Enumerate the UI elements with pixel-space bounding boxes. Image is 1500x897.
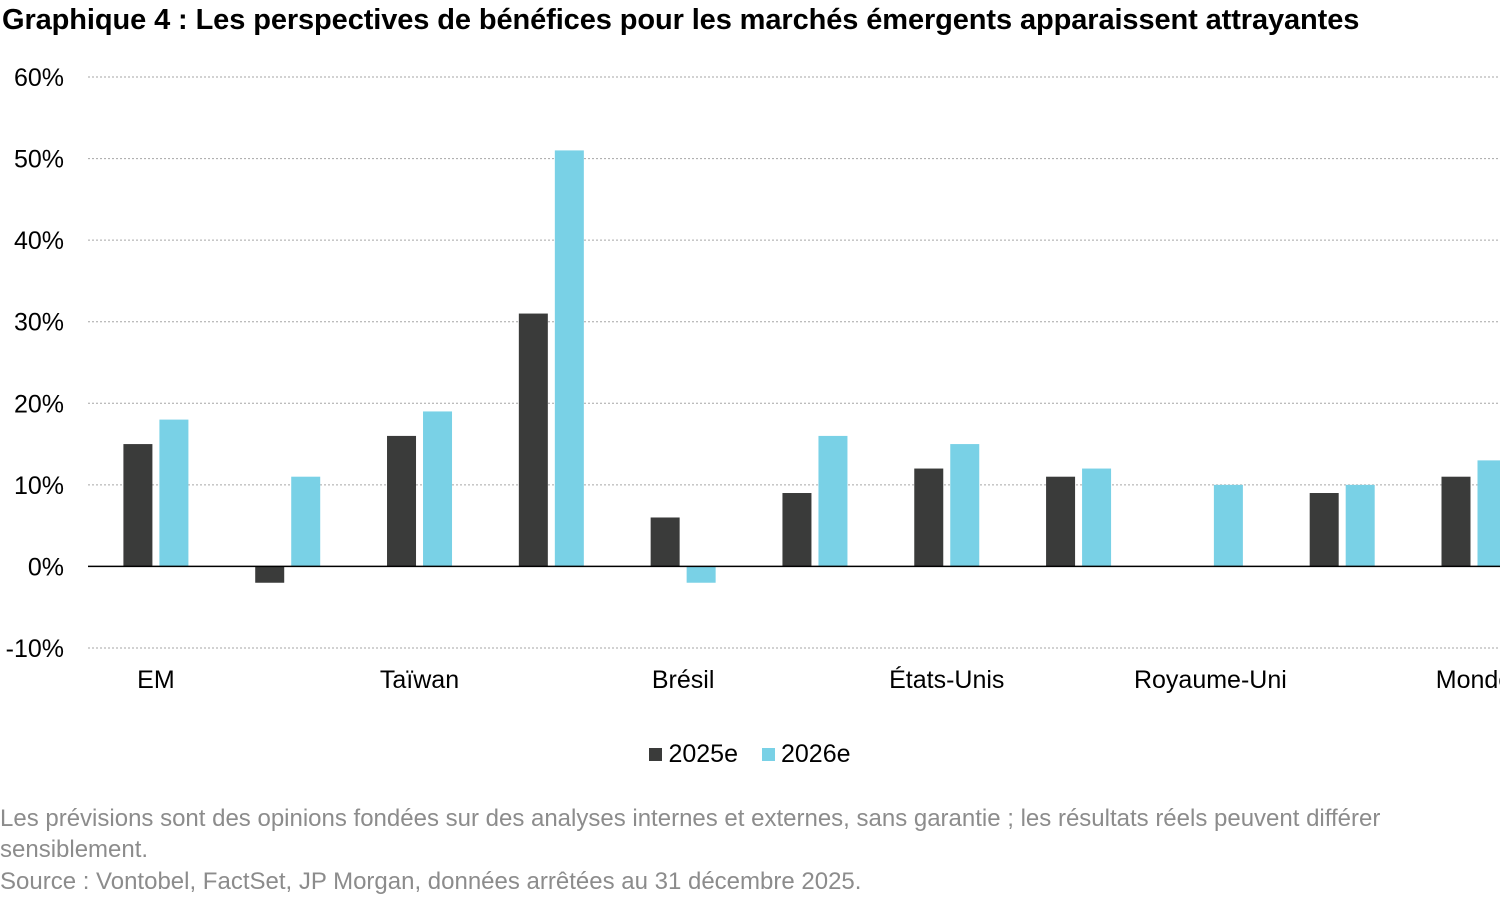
bar-2026e-6: [950, 444, 979, 566]
bar-2026e-8: [1214, 485, 1243, 567]
y-tick-label: 50%: [14, 146, 64, 174]
legend: 2025e 2026e: [0, 740, 1500, 769]
bar-2026e-0: [159, 420, 188, 567]
y-tick-label: 60%: [14, 64, 64, 92]
bar-2026e-5: [818, 436, 847, 567]
legend-item-2026e: 2026e: [762, 740, 851, 769]
bar-2025e-2: [387, 436, 416, 567]
x-tick-label: Brésil: [652, 666, 715, 694]
footnote: Les prévisions sont des opinions fondées…: [0, 803, 1460, 865]
y-tick-label: 40%: [14, 227, 64, 255]
y-tick-label: 0%: [28, 553, 64, 581]
bar-2026e-10: [1478, 460, 1500, 566]
x-tick-label: Monde: [1436, 666, 1500, 694]
legend-label-2026e: 2026e: [781, 740, 851, 769]
y-axis-tick-labels: 60% 50% 40% 30% 20% 10% 0% -10%: [6, 64, 64, 663]
bar-chart: 60% 50% 40% 30% 20% 10% 0% -10% EM Taïwan Brésil É…: [0, 0, 1500, 730]
bar-2026e-9: [1346, 485, 1375, 567]
y-tick-label: -10%: [6, 635, 64, 663]
bar-2025e-4: [651, 517, 680, 566]
bars: [123, 150, 1500, 582]
legend-item-2025e: 2025e: [649, 740, 738, 769]
bar-2026e-7: [1082, 469, 1111, 567]
bar-2026e-1: [291, 477, 320, 567]
bar-2026e-4: [687, 566, 716, 582]
bar-2025e-10: [1442, 477, 1471, 567]
bar-2025e-0: [123, 444, 152, 566]
legend-swatch-2025e: [649, 748, 662, 761]
bar-2026e-3: [555, 150, 584, 566]
bar-2025e-7: [1046, 477, 1075, 567]
bar-2026e-2: [423, 411, 452, 566]
bar-2025e-3: [519, 314, 548, 567]
x-tick-label: Royaume-Uni: [1134, 666, 1287, 694]
legend-swatch-2026e: [762, 748, 775, 761]
source-note: Source : Vontobel, FactSet, JP Morgan, d…: [0, 866, 861, 897]
x-axis-category-labels: EM Taïwan Brésil États-Unis Royaume-Uni Monde: [137, 665, 1500, 694]
y-tick-label: 30%: [14, 309, 64, 337]
legend-label-2025e: 2025e: [668, 740, 738, 769]
y-tick-label: 10%: [14, 472, 64, 500]
bar-2025e-5: [782, 493, 811, 566]
x-tick-label: États-Unis: [889, 665, 1004, 694]
x-tick-label: Taïwan: [380, 666, 459, 694]
bar-2025e-1: [255, 566, 284, 582]
y-tick-label: 20%: [14, 390, 64, 418]
bar-2025e-9: [1310, 493, 1339, 566]
bar-2025e-6: [914, 469, 943, 567]
x-tick-label: EM: [137, 666, 175, 694]
